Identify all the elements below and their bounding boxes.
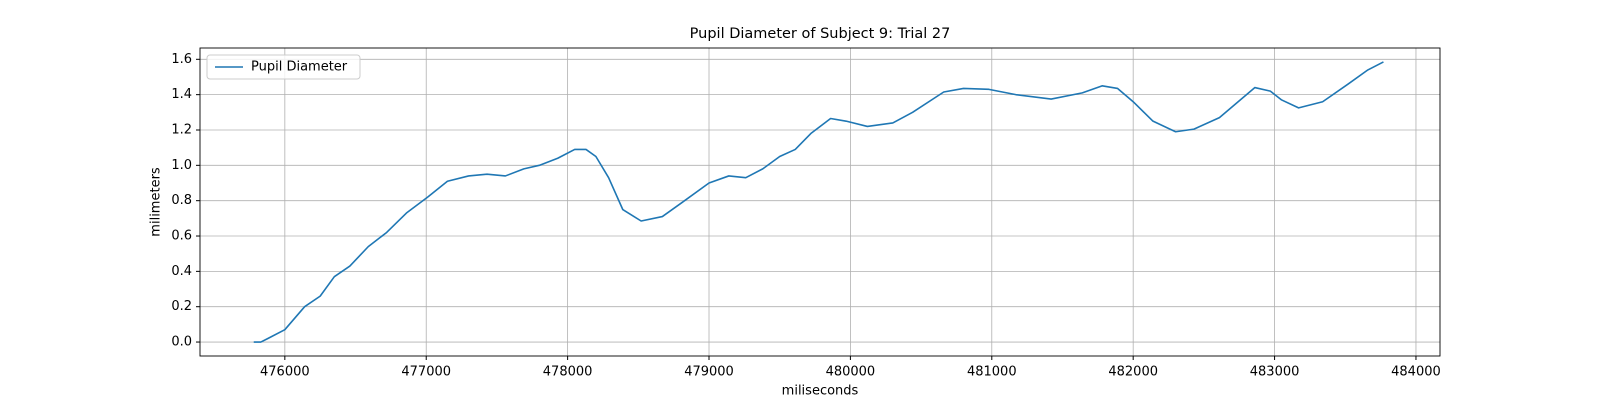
y-tick-label: 1.4 [171,87,192,102]
y-tick-label: 1.2 [171,122,192,137]
chart-title: Pupil Diameter of Subject 9: Trial 27 [690,26,951,42]
y-tick-label: 1.0 [171,158,192,173]
x-tick-label: 482000 [1108,365,1158,380]
x-tick-label: 478000 [543,365,593,380]
legend-box [206,54,361,80]
y-tick-label: 0.8 [171,193,192,208]
y-axis-label: milimeters [149,167,164,237]
y-tick-label: 0.2 [171,299,192,314]
x-axis-label: miliseconds [782,384,859,399]
x-tick-label: 477000 [401,365,451,380]
y-tick-label: 0.4 [171,264,192,279]
x-tick-label: 479000 [684,365,734,380]
y-tick-label: 1.6 [171,52,192,67]
x-tick-label: 484000 [1391,365,1441,380]
y-tick-label: 0.0 [171,335,192,350]
x-tick-label: 481000 [967,365,1017,380]
legend-label: Pupil Diameter [251,60,348,75]
y-tick-label: 0.6 [171,229,192,244]
data-line [253,61,1384,343]
axes-frame [199,47,1441,357]
x-tick-label: 483000 [1250,365,1300,380]
x-tick-label: 480000 [826,365,876,380]
x-tick-label: 476000 [260,365,310,380]
